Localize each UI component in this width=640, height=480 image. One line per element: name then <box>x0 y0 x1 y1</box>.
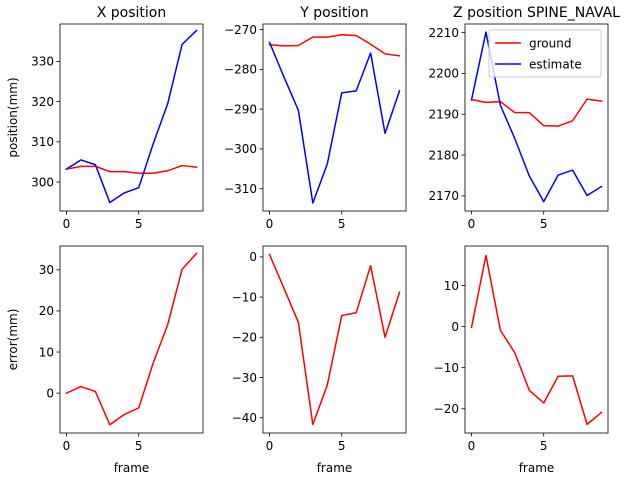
axes-frame <box>262 245 407 434</box>
y-tick-label: 2170 <box>428 189 459 203</box>
y-tick-label: 2190 <box>428 108 459 122</box>
x-tick-label: 0 <box>468 439 476 453</box>
y-tick-label: −40 <box>232 411 257 425</box>
x-tick-label: 5 <box>540 439 548 453</box>
series-line-red <box>65 252 198 426</box>
y-tick-label: −10 <box>434 361 459 375</box>
x-axis-label: frame <box>519 461 555 475</box>
x-axis-label: frame <box>317 461 353 475</box>
y-tick-label: −270 <box>224 23 257 37</box>
subplot-4: 0 5 0 10 20 30 frame error(mm) <box>6 245 204 475</box>
subplot-2: Y position 0 5 −310 −300 −290 −280 −270 <box>224 5 407 231</box>
x-tick-label: 5 <box>338 217 346 231</box>
subplot-title: X position <box>97 5 167 21</box>
y-tick-label: 320 <box>31 95 54 109</box>
y-tick-label: 310 <box>31 135 54 149</box>
x-tick-label: 0 <box>266 217 274 231</box>
x-tick-label: 0 <box>266 439 274 453</box>
axes-frame <box>59 23 204 212</box>
y-tick-label: −30 <box>232 371 257 385</box>
y-tick-label: 300 <box>31 175 54 189</box>
series-line-ground <box>470 98 603 127</box>
x-axis-label: frame <box>114 461 150 475</box>
y-tick-label: 0 <box>249 250 257 264</box>
y-tick-label: 2180 <box>428 148 459 162</box>
y-tick-label: 30 <box>39 263 54 277</box>
x-tick-label: 0 <box>63 439 71 453</box>
series-line-red <box>268 33 401 57</box>
subplot-3: Z position SPINE_NAVAL 0 5 2170 2180 2190 2200… <box>428 5 620 231</box>
axes-frame <box>464 245 609 434</box>
legend: ground estimate <box>488 29 602 78</box>
y-tick-label: −280 <box>224 63 257 77</box>
y-tick-label: 10 <box>444 279 459 293</box>
y-tick-label: −310 <box>224 182 257 196</box>
legend-label-estimate: estimate <box>529 57 582 71</box>
y-tick-label: −20 <box>232 331 257 345</box>
subplot-title: Y position <box>299 5 368 21</box>
axes-frame <box>59 245 204 434</box>
y-tick-label: 330 <box>31 55 54 69</box>
y-tick-label: −10 <box>232 290 257 304</box>
y-tick-label: 2200 <box>428 67 459 81</box>
y-tick-label: 2210 <box>428 26 459 40</box>
series-line-red <box>470 254 603 426</box>
y-tick-label: −20 <box>434 402 459 416</box>
subplot-title: Z position SPINE_NAVAL <box>453 5 620 21</box>
y-axis-label: error(mm) <box>6 309 20 371</box>
x-tick-label: 5 <box>135 217 143 231</box>
y-tick-label: −290 <box>224 102 257 116</box>
x-tick-label: 0 <box>63 217 71 231</box>
axes-frame <box>262 23 407 212</box>
subplot-5: 0 5 −40 −30 −20 −10 0 frame <box>232 245 407 475</box>
x-tick-label: 0 <box>468 217 476 231</box>
series-line-blue <box>65 29 198 204</box>
y-tick-label: 0 <box>451 320 459 334</box>
y-tick-label: −300 <box>224 142 257 156</box>
x-tick-label: 5 <box>135 439 143 453</box>
series-line-blue <box>268 41 401 204</box>
y-tick-label: 0 <box>46 386 54 400</box>
subplot-6: 0 5 −20 −10 0 10 frame <box>434 245 609 475</box>
y-tick-label: 20 <box>39 304 54 318</box>
axes-frame <box>464 23 609 212</box>
x-tick-label: 5 <box>540 217 548 231</box>
legend-box <box>488 29 602 78</box>
series-line-red <box>268 253 401 426</box>
x-tick-label: 5 <box>338 439 346 453</box>
y-axis-label: position(mm) <box>6 77 20 157</box>
subplot-1: X position 0 5 300 310 320 330 position(mm) <box>6 5 204 231</box>
y-tick-label: 10 <box>39 345 54 359</box>
legend-label-ground: ground <box>529 36 571 50</box>
series-line-red <box>65 164 198 174</box>
